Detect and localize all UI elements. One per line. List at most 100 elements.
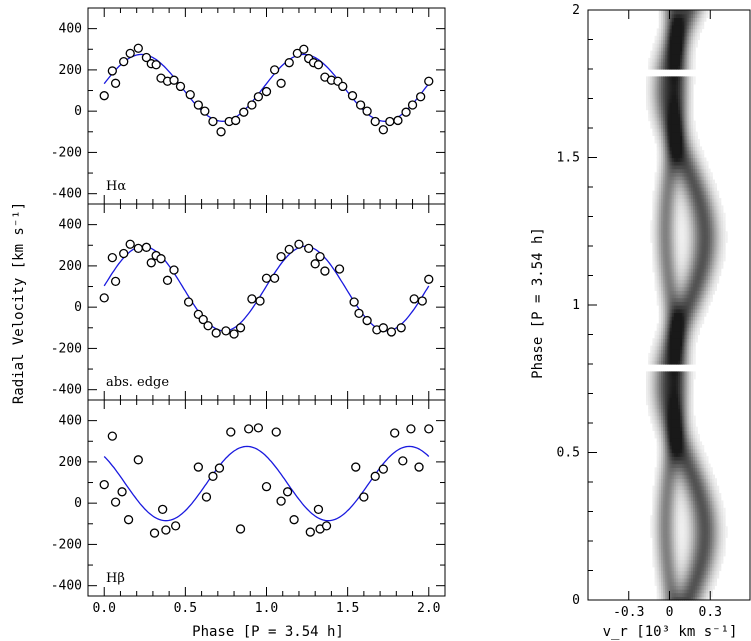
spectrum-cell	[661, 13, 664, 18]
spectrum-cell	[654, 434, 658, 439]
spectrum-cell	[693, 459, 696, 465]
spectrum-cell	[667, 474, 671, 479]
spectrum-cell	[669, 264, 673, 269]
spectrum-cell	[673, 80, 677, 85]
spectrum-cell	[686, 94, 690, 100]
spectrum-cell	[701, 187, 705, 192]
spectrum-cell	[695, 168, 698, 173]
spectrum-cell	[667, 577, 671, 583]
spectrum-cell	[722, 257, 726, 262]
spectrum-cell	[695, 153, 698, 159]
spectrum-cell	[688, 515, 692, 520]
spectrum-cell	[663, 474, 666, 479]
spectrum-cell	[675, 485, 679, 490]
spectrum-cell	[678, 24, 681, 30]
spectrum-cell	[682, 541, 685, 546]
spectrum-cell	[648, 378, 651, 384]
spectrum-cell	[697, 223, 700, 229]
spectrum-cell	[716, 555, 720, 561]
right-y-axis-label: Phase [P = 3.54 h]	[530, 227, 546, 379]
spectrum-cell	[663, 555, 666, 561]
spectrum-cell	[669, 349, 673, 354]
spectrum-cell	[699, 10, 703, 15]
spectrum-cell	[654, 552, 658, 557]
spectrum-cell	[690, 518, 694, 524]
spectrum-cell	[671, 227, 675, 232]
spectrum-cell	[661, 529, 664, 535]
spectrum-cell	[663, 54, 666, 59]
spectrum-cell	[667, 323, 671, 328]
spectrum-cell	[695, 157, 698, 162]
spectrum-cell	[688, 312, 692, 317]
spectrum-cell	[675, 548, 679, 553]
spectrum-cell	[686, 201, 690, 207]
spectrum-cell	[656, 341, 660, 347]
spectrum-cell	[701, 168, 705, 173]
spectrum-cell	[675, 319, 679, 325]
spectrum-cell	[682, 194, 685, 199]
spectrum-cell	[682, 120, 685, 125]
spectrum-cell	[665, 316, 668, 321]
spectrum-cell	[665, 249, 668, 254]
spectrum-cell	[688, 482, 692, 487]
spectrum-cell	[705, 249, 709, 254]
spectrum-cell	[658, 496, 662, 502]
phase-tick-label: 1.5	[557, 151, 580, 166]
spectrum-cell	[671, 397, 675, 402]
spectrum-cell	[678, 341, 681, 347]
spectrum-cell	[682, 279, 685, 284]
spectrum-cell	[667, 430, 671, 435]
spectrum-cell	[648, 411, 651, 417]
spectrum-cell	[693, 246, 696, 251]
spectrum-cell	[652, 57, 656, 63]
spectrum-cell	[665, 209, 668, 214]
spectrum-cell	[703, 305, 707, 310]
spectrum-cell	[688, 212, 692, 218]
spectrum-cell	[710, 264, 713, 269]
spectrum-cell	[693, 426, 696, 431]
spectrum-cell	[686, 308, 690, 313]
spectrum-cell	[669, 312, 673, 317]
data-point	[409, 294, 419, 304]
spectrum-cell	[667, 397, 671, 402]
spectrum-cell	[695, 430, 698, 435]
spectrum-cell	[718, 249, 722, 254]
y-tick-label: -400	[51, 187, 82, 202]
spectrum-cell	[690, 220, 694, 225]
spectrum-cell	[650, 120, 653, 125]
spectrum-cell	[667, 456, 671, 461]
spectrum-cell	[680, 120, 683, 125]
spectrum-cell	[663, 257, 666, 262]
spectrum-cell	[680, 24, 683, 30]
spectrum-cell	[705, 574, 709, 579]
spectrum-cell	[656, 168, 660, 173]
spectrum-cell	[682, 338, 685, 343]
spectrum-cell	[693, 271, 696, 277]
spectrum-cell	[686, 286, 690, 291]
spectrum-cell	[675, 474, 679, 479]
spectrum-cell	[712, 257, 715, 262]
spectrum-cell	[652, 190, 656, 195]
spectrum-cell	[678, 43, 681, 48]
spectrum-cell	[684, 242, 688, 247]
spectrum-cell	[665, 426, 668, 431]
spectrum-cell	[680, 102, 683, 107]
spectrum-cell	[675, 246, 679, 251]
spectrum-cell	[678, 537, 681, 542]
spectrum-cell	[705, 175, 709, 181]
spectrum-cell	[671, 382, 675, 387]
spectrum-cell	[682, 268, 685, 273]
spectrum-cell	[669, 80, 673, 85]
spectrum-cell	[701, 264, 705, 269]
spectrum-cell	[693, 430, 696, 435]
spectrum-cell	[682, 341, 685, 347]
spectrum-cell	[654, 198, 658, 203]
data-point	[99, 91, 109, 101]
spectrum-cell	[720, 249, 724, 254]
spectrum-cell	[663, 179, 666, 184]
spectrum-cell	[699, 319, 703, 325]
spectrum-cell	[671, 91, 675, 96]
spectrum-cell	[690, 116, 694, 122]
spectrum-cell	[701, 164, 705, 170]
spectrum-cell	[675, 345, 679, 350]
